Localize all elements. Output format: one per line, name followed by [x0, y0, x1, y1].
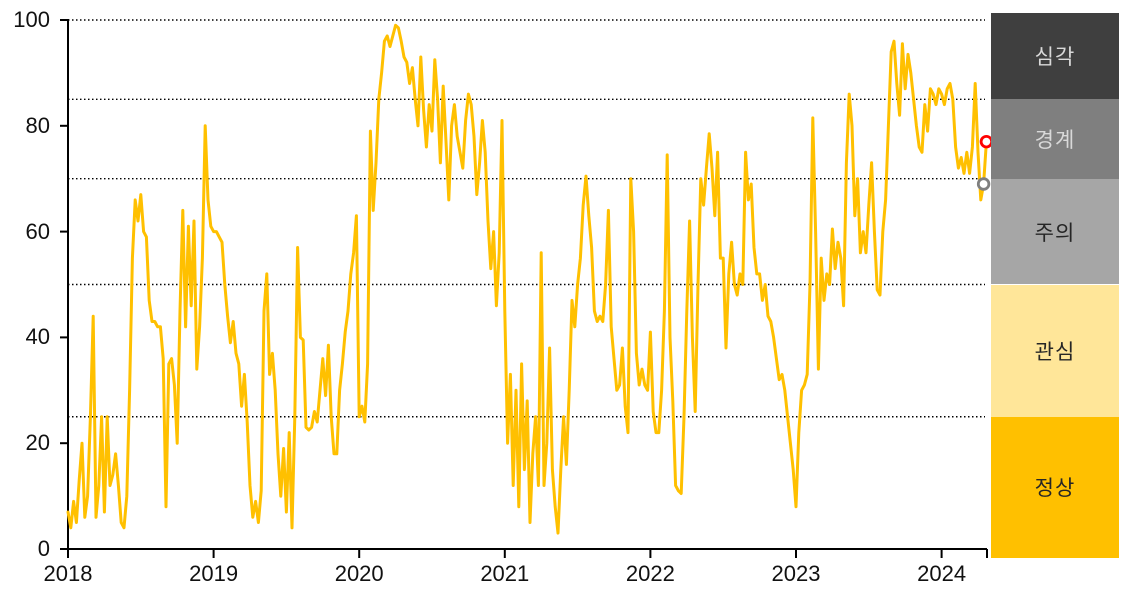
x-tick-label: 2019 — [189, 561, 239, 586]
zone-caution-label: 주의 — [1034, 221, 1076, 245]
x-tick-label: 2022 — [625, 561, 675, 586]
zone-normal: 정상 — [991, 416, 1119, 558]
zone-caution: 주의 — [991, 178, 1119, 285]
risk-index-line — [66, 23, 988, 535]
y-tick-label: 100 — [13, 7, 50, 32]
zone-severe: 심각 — [991, 13, 1119, 100]
y-tick-label: 60 — [25, 218, 50, 244]
zone-alert: 경계 — [991, 99, 1119, 179]
y-tick-label: 0 — [37, 536, 50, 561]
zone-interest-label: 관심 — [1034, 340, 1076, 364]
x-tick-label: 2021 — [480, 561, 530, 586]
x-tick-label: 2024 — [917, 561, 967, 586]
zone-severe-label: 심각 — [1034, 46, 1076, 70]
y-tick-label: 80 — [25, 112, 50, 138]
x-tick-label: 2020 — [334, 561, 384, 586]
previous-value-marker — [976, 177, 991, 191]
x-tick-label: 2023 — [771, 561, 821, 586]
y-tick-label: 20 — [25, 430, 50, 456]
zone-normal-label: 정상 — [1034, 477, 1076, 501]
zone-interest: 관심 — [991, 284, 1119, 417]
y-tick-label: 40 — [25, 324, 50, 350]
zone-alert-label: 경계 — [1034, 129, 1076, 153]
x-tick-label: 2018 — [43, 561, 93, 586]
